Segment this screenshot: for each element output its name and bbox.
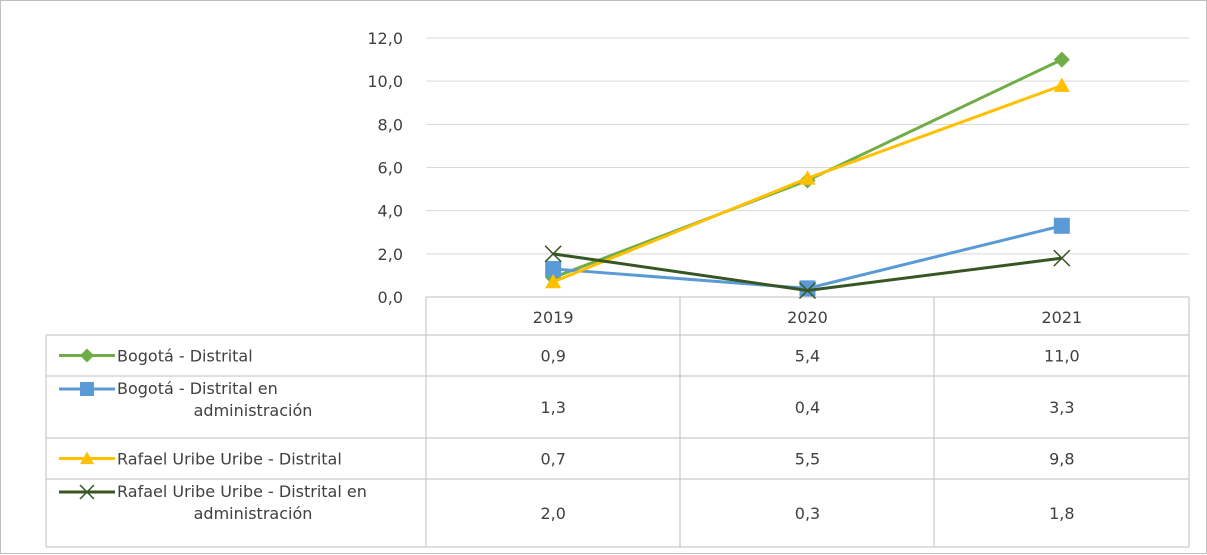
data-label: 9,8 (1049, 450, 1074, 469)
y-tick-label: 12,0 (367, 29, 403, 48)
y-tick-label: 6,0 (378, 159, 403, 178)
x-tick-label: 2021 (1041, 308, 1082, 327)
data-label: 5,4 (795, 347, 820, 366)
legend-label: administración (194, 504, 313, 523)
legend-label: administración (194, 401, 313, 420)
y-tick-label: 0,0 (378, 288, 403, 307)
legend-label: Rafael Uribe Uribe - Distrital en (117, 482, 367, 501)
data-label: 0,4 (795, 398, 820, 417)
data-label: 0,9 (540, 347, 565, 366)
legend-key-marker (80, 382, 94, 396)
data-point (544, 245, 562, 263)
data-point (798, 281, 817, 300)
y-tick-label: 2,0 (378, 245, 403, 264)
data-point (1053, 77, 1070, 92)
legend-label: Bogotá - Distrital en (117, 379, 278, 398)
data-point (799, 170, 816, 185)
data-label: 1,3 (540, 398, 565, 417)
data-label: 3,3 (1049, 398, 1074, 417)
data-point (1053, 217, 1070, 234)
y-tick-label: 4,0 (378, 202, 403, 221)
y-tick-label: 10,0 (367, 72, 403, 91)
data-label: 1,8 (1049, 504, 1074, 523)
data-label: 0,7 (540, 450, 565, 469)
x-tick-label: 2020 (787, 308, 828, 327)
legend-label: Bogotá - Distrital (117, 347, 253, 366)
data-label: 0,3 (795, 504, 820, 523)
legend-key-marker (80, 348, 94, 363)
legend-label: Rafael Uribe Uribe - Distrital (117, 450, 342, 469)
data-label: 5,5 (795, 450, 820, 469)
data-label: 2,0 (540, 504, 565, 523)
series-line (553, 224, 1063, 290)
data-label: 11,0 (1044, 347, 1080, 366)
legend-key-marker (80, 451, 94, 465)
data-point (799, 280, 816, 297)
data-point (1053, 51, 1070, 68)
x-tick-label: 2019 (533, 308, 574, 327)
data-point (1053, 249, 1071, 267)
data-point (545, 273, 562, 289)
legend-key-marker (79, 484, 95, 500)
data-point (545, 260, 562, 277)
y-tick-label: 8,0 (378, 115, 403, 134)
